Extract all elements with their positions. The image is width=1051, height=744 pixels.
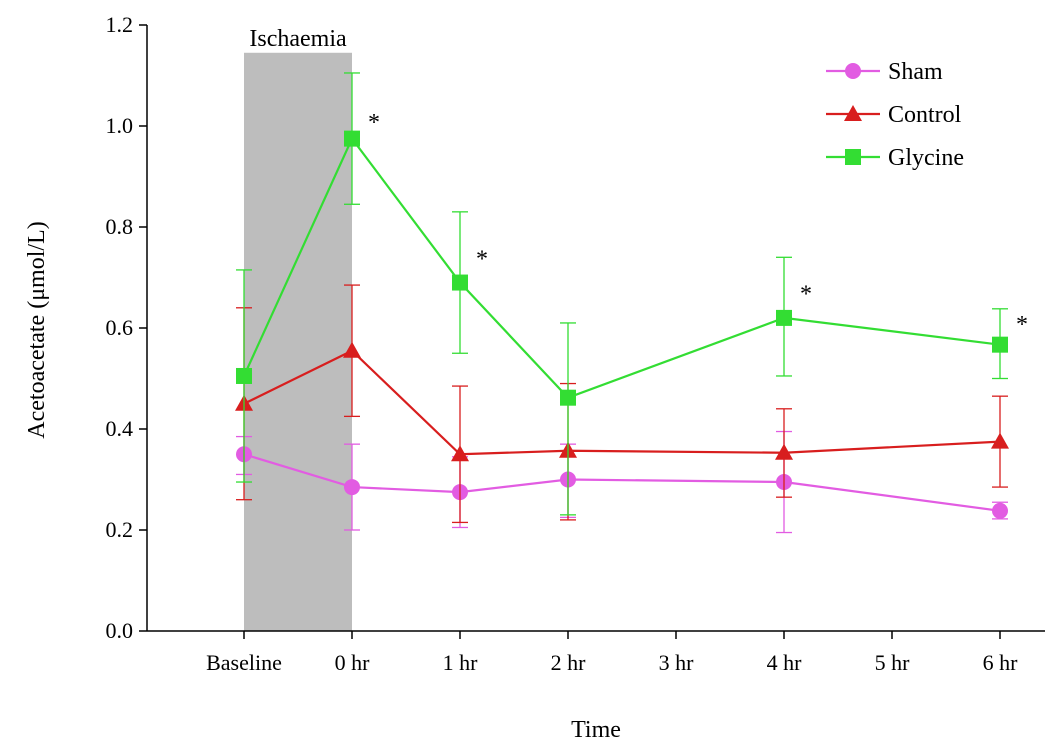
data-point-glycine (452, 274, 468, 291)
series-glycine (236, 72, 1008, 516)
y-tick-label: 0.0 (106, 618, 134, 643)
data-point-control (991, 432, 1009, 449)
data-point-glycine (776, 309, 792, 326)
significance-star: * (368, 110, 380, 136)
x-tick-label: 0 hr (335, 650, 371, 675)
series (235, 72, 1009, 534)
data-point-control (343, 341, 361, 358)
legend-marker-control (844, 105, 862, 121)
legend-marker-sham (845, 63, 861, 79)
x-tick-label: 2 hr (551, 650, 587, 675)
x-tick-label: 6 hr (983, 650, 1019, 675)
series-line-sham (243, 453, 1001, 512)
x-tick-label: 3 hr (659, 650, 695, 675)
significance-star: * (1016, 312, 1028, 338)
ischaemia-shade (244, 52, 352, 631)
y-tick-label: 0.4 (106, 416, 134, 441)
x-tick-label: 5 hr (875, 650, 911, 675)
data-point-glycine (560, 389, 576, 406)
data-point-sham (344, 479, 360, 496)
y-tick-label: 0.6 (106, 315, 134, 340)
legend-label-control: Control (888, 102, 962, 128)
data-point-sham (992, 502, 1008, 519)
data-point-glycine (236, 367, 252, 384)
ischaemia-region: Ischaemia (244, 26, 352, 631)
x-tick-label: 1 hr (443, 650, 479, 675)
legend-label-glycine: Glycine (888, 145, 964, 171)
data-point-control (775, 443, 793, 460)
data-point-glycine (344, 130, 360, 147)
data-point-glycine (992, 336, 1008, 353)
data-point-control (451, 445, 469, 462)
ischaemia-label: Ischaemia (249, 26, 347, 52)
x-axis-title: Time (571, 717, 621, 743)
significance-annotations: * * * * (368, 110, 1028, 338)
x-tick-label: 4 hr (767, 650, 803, 675)
legend-label-sham: Sham (888, 59, 943, 85)
legend-marker-glycine (845, 149, 861, 165)
y-tick-label: 1.0 (106, 113, 134, 138)
y-tick-label: 0.8 (106, 214, 134, 239)
axes: 0.0 0.2 0.4 0.6 0.8 1.0 1.2 Baseline 0 hr 1 hr 2 h… (24, 12, 1045, 743)
y-tick-label: 0.2 (106, 517, 134, 542)
x-tick-label: Baseline (206, 650, 282, 675)
y-tick-label: 1.2 (106, 12, 134, 37)
series-line-glycine (242, 136, 1001, 399)
significance-star: * (476, 246, 488, 272)
significance-star: * (800, 282, 812, 308)
legend: Sham Control Glycine (826, 59, 964, 171)
series-line-control (243, 349, 1001, 456)
y-axis-title: Acetoacetate (μmol/L) (24, 221, 50, 438)
